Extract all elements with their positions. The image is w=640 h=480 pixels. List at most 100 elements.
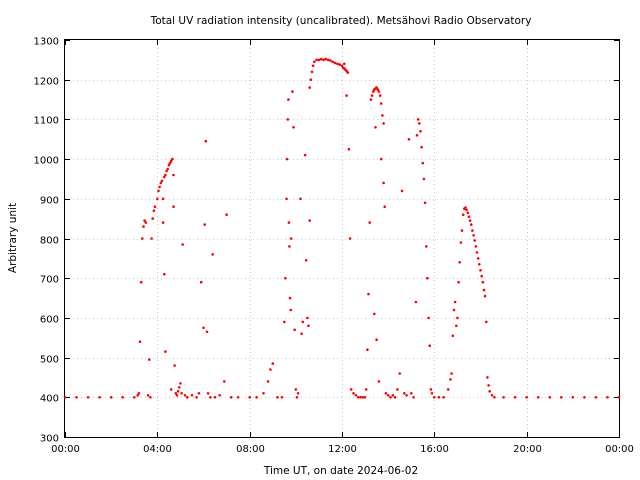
data-point	[308, 219, 312, 222]
data-point	[211, 253, 214, 256]
data-point	[461, 213, 465, 216]
data-point	[383, 205, 387, 208]
data-point	[199, 280, 203, 284]
data-point	[354, 394, 358, 397]
data-point	[617, 396, 621, 399]
data-point	[161, 221, 165, 224]
data-point	[347, 147, 351, 151]
data-point	[369, 98, 373, 101]
data-point	[287, 98, 290, 101]
data-point	[159, 181, 163, 185]
data-point	[482, 288, 486, 292]
data-point	[176, 390, 180, 393]
data-point	[378, 94, 382, 97]
data-point	[460, 229, 464, 232]
data-point	[371, 90, 375, 93]
data-point	[488, 390, 492, 393]
data-point	[236, 396, 240, 399]
data-point	[164, 350, 167, 353]
y-tick-label: 1000	[34, 156, 59, 167]
data-point	[229, 396, 233, 399]
data-point	[437, 396, 441, 399]
data-point	[410, 392, 413, 395]
data-point	[161, 197, 165, 201]
data-point	[389, 396, 392, 399]
data-point	[308, 86, 312, 89]
data-point	[364, 388, 368, 391]
data-point	[293, 328, 297, 332]
data-point	[366, 348, 369, 352]
data-point	[560, 396, 563, 399]
data-point	[536, 396, 540, 399]
data-point	[420, 145, 423, 149]
data-point	[223, 380, 226, 383]
data-point	[317, 58, 321, 62]
data-point	[384, 392, 388, 395]
data-point	[276, 396, 279, 399]
data-point	[291, 90, 294, 93]
data-point	[481, 280, 485, 284]
data-point	[525, 396, 528, 399]
data-point	[405, 394, 408, 397]
data-point	[356, 396, 360, 399]
data-point	[470, 223, 473, 226]
data-point	[163, 272, 166, 276]
data-point	[288, 245, 291, 248]
data-point	[143, 219, 146, 222]
data-point	[377, 90, 381, 93]
x-tick-label: 20:00	[513, 444, 542, 455]
y-tick-label: 300	[40, 434, 59, 445]
data-point	[331, 60, 335, 64]
data-point	[513, 396, 517, 399]
data-point	[152, 209, 156, 212]
data-point	[137, 392, 141, 395]
data-point	[288, 296, 292, 300]
data-point	[377, 380, 381, 383]
data-point	[283, 320, 286, 324]
data-point	[352, 392, 355, 395]
data-point	[271, 362, 275, 365]
y-tick-label: 600	[40, 315, 59, 326]
y-axis-label: Arbitrary unit	[7, 203, 19, 273]
data-point	[374, 126, 377, 129]
data-point	[346, 71, 350, 74]
y-tick-label: 500	[40, 355, 59, 366]
data-point	[173, 364, 176, 367]
data-point	[452, 308, 456, 312]
x-tick-label: 00:00	[605, 444, 634, 455]
data-point	[324, 57, 328, 61]
data-point	[428, 344, 432, 348]
data-point	[467, 215, 471, 218]
data-point	[75, 396, 78, 399]
data-point	[292, 126, 295, 129]
data-point	[472, 234, 475, 237]
data-point	[248, 396, 251, 399]
data-point	[548, 396, 552, 399]
data-point	[370, 94, 374, 97]
data-point	[396, 388, 399, 391]
data-point	[204, 139, 208, 143]
data-point	[326, 58, 330, 62]
y-tick-label: 1200	[34, 77, 59, 88]
data-point	[479, 269, 482, 272]
data-point	[306, 316, 309, 320]
data-point	[459, 241, 463, 244]
data-point	[606, 396, 609, 399]
data-point	[311, 64, 315, 68]
data-point	[429, 388, 433, 391]
y-tick-label: 1100	[34, 116, 59, 127]
data-point	[203, 223, 206, 226]
axis-ticks	[65, 40, 620, 438]
data-point	[63, 396, 67, 399]
y-tick-label: 900	[40, 196, 59, 207]
data-point	[284, 276, 287, 280]
data-point	[206, 392, 210, 395]
data-point	[266, 380, 270, 383]
data-point	[165, 169, 168, 173]
data-point	[307, 324, 310, 328]
data-point	[453, 300, 457, 304]
data-point	[98, 396, 101, 399]
data-point	[419, 130, 422, 133]
data-point	[375, 338, 378, 342]
data-point	[121, 396, 124, 399]
